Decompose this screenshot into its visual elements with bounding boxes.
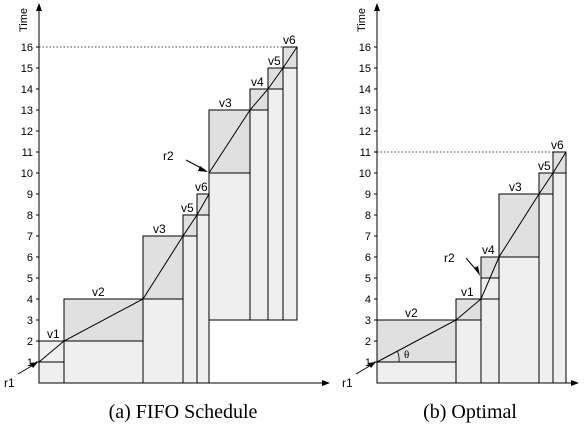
optimal-label-v6: v6 [551, 138, 564, 152]
fifo-label-r2: r2 [163, 149, 174, 163]
optimal-v6-lower-rect [552, 172, 567, 384]
fifo-tick-label: 13 [21, 105, 33, 117]
optimal-tick-label: 2 [365, 336, 371, 348]
optimal-tick-label: 14 [359, 84, 371, 96]
optimal-tick-label: 9 [365, 189, 371, 201]
fifo-r2-arrowhead [198, 166, 208, 172]
fifo-tick-label: 5 [27, 273, 33, 285]
fifo-tick-label: 1 [27, 357, 33, 369]
fifo-diagonal-2 [208, 46, 298, 174]
fifo-tick-label: 4 [27, 294, 33, 306]
optimal-v5-lower-rect [538, 193, 554, 384]
optimal-v3-lower-rect [498, 256, 540, 384]
fifo-label-v6: v6 [195, 180, 208, 194]
optimal-diagonal [376, 151, 567, 363]
fifo-v5a-lower-rect [182, 235, 198, 384]
optimal-tick-label: 6 [365, 252, 371, 264]
optimal-v4-lower-rect [480, 298, 500, 384]
optimal-v4-upper-rect [480, 256, 500, 279]
optimal-tick-label: 11 [360, 147, 371, 159]
fifo-tick-label: 16 [21, 42, 33, 54]
fifo-v1-lower-rect [38, 361, 65, 384]
fifo-label-v6b: v6 [283, 33, 296, 47]
fifo-r1-arrowhead [30, 362, 38, 368]
optimal-tick-label: 8 [365, 210, 371, 222]
optimal-label-v2: v2 [405, 306, 418, 320]
optimal-label-v1: v1 [461, 285, 474, 299]
fifo-tick-label: 14 [21, 84, 33, 96]
optimal-theta-label: θ [404, 349, 409, 361]
optimal-y-axis-title: Time [356, 8, 368, 32]
optimal-tick-label: 16 [359, 42, 371, 54]
optimal-r1-arrowhead [368, 362, 376, 368]
fifo-v3b-lower-rect [208, 172, 251, 321]
optimal-tick-label: 3 [365, 315, 371, 327]
fifo-tick-label: 12 [21, 126, 33, 138]
fifo-y-axis-arrowhead [36, 3, 42, 11]
fifo-label-v5b: v5 [268, 54, 281, 68]
fifo-v6a-lower-rect [196, 214, 210, 384]
optimal-tick-label: 13 [359, 105, 371, 117]
fifo-tick-label: 15 [21, 63, 33, 75]
optimal-label-r1: r1 [342, 376, 353, 390]
fifo-tick-label: 3 [27, 315, 33, 327]
optimal-tick-label: 1 [365, 357, 371, 369]
fifo-label-v3: v3 [153, 222, 166, 236]
optimal-v4-mid-rect [480, 277, 500, 300]
optimal-label-v5: v5 [538, 159, 551, 173]
fifo-tick-label: 7 [27, 231, 33, 243]
fifo-label-r1: r1 [4, 376, 15, 390]
fifo-tick-label: 2 [27, 336, 33, 348]
fifo-v4-lower-rect [249, 109, 269, 321]
fifo-tick-label: 8 [27, 210, 33, 222]
optimal-tick-label: 5 [365, 273, 371, 285]
fifo-label-v2: v2 [92, 285, 105, 299]
fifo-tick-label: 9 [27, 189, 33, 201]
optimal-tick-label: 7 [365, 231, 371, 243]
optimal-caption: (b) Optimal [423, 401, 517, 423]
fifo-label-v4: v4 [251, 75, 264, 89]
optimal-r2-arrowhead [474, 266, 480, 276]
optimal-tick-label: 15 [359, 63, 371, 75]
optimal-tick-label: 4 [365, 294, 371, 306]
fifo-diagonal-1 [38, 193, 210, 363]
optimal-label-r2: r2 [444, 251, 455, 265]
optimal-label-v3: v3 [509, 180, 522, 194]
fifo-y-axis-title: Time [18, 8, 30, 32]
optimal-theta-arc [397, 351, 400, 363]
optimal-x-axis-arrowhead [571, 380, 579, 386]
fifo-v2-lower-rect [63, 340, 144, 384]
optimal-tick-label: 10 [359, 168, 371, 180]
fifo-label-v5: v5 [181, 201, 194, 215]
optimal-y-axis-arrowhead [374, 3, 380, 11]
fifo-v6b-lower-rect [282, 67, 298, 321]
fifo-tick-label: 6 [27, 252, 33, 264]
fifo-v3-lower-rect [142, 298, 184, 384]
optimal-label-v4: v4 [482, 243, 495, 257]
fifo-label-v3b: v3 [219, 96, 232, 110]
fifo-caption: (a) FIFO Schedule [109, 401, 258, 423]
optimal-tick-label: 12 [359, 126, 371, 138]
optimal-v1-lower-rect [455, 319, 482, 384]
fifo-x-axis-arrowhead [322, 380, 330, 386]
optimal-v2-lower-rect [376, 361, 457, 384]
fifo-v5b-lower-rect [267, 88, 284, 321]
fifo-tick-label: 11 [22, 147, 33, 159]
fifo-tick-label: 10 [21, 168, 33, 180]
fifo-label-v1: v1 [47, 327, 60, 341]
